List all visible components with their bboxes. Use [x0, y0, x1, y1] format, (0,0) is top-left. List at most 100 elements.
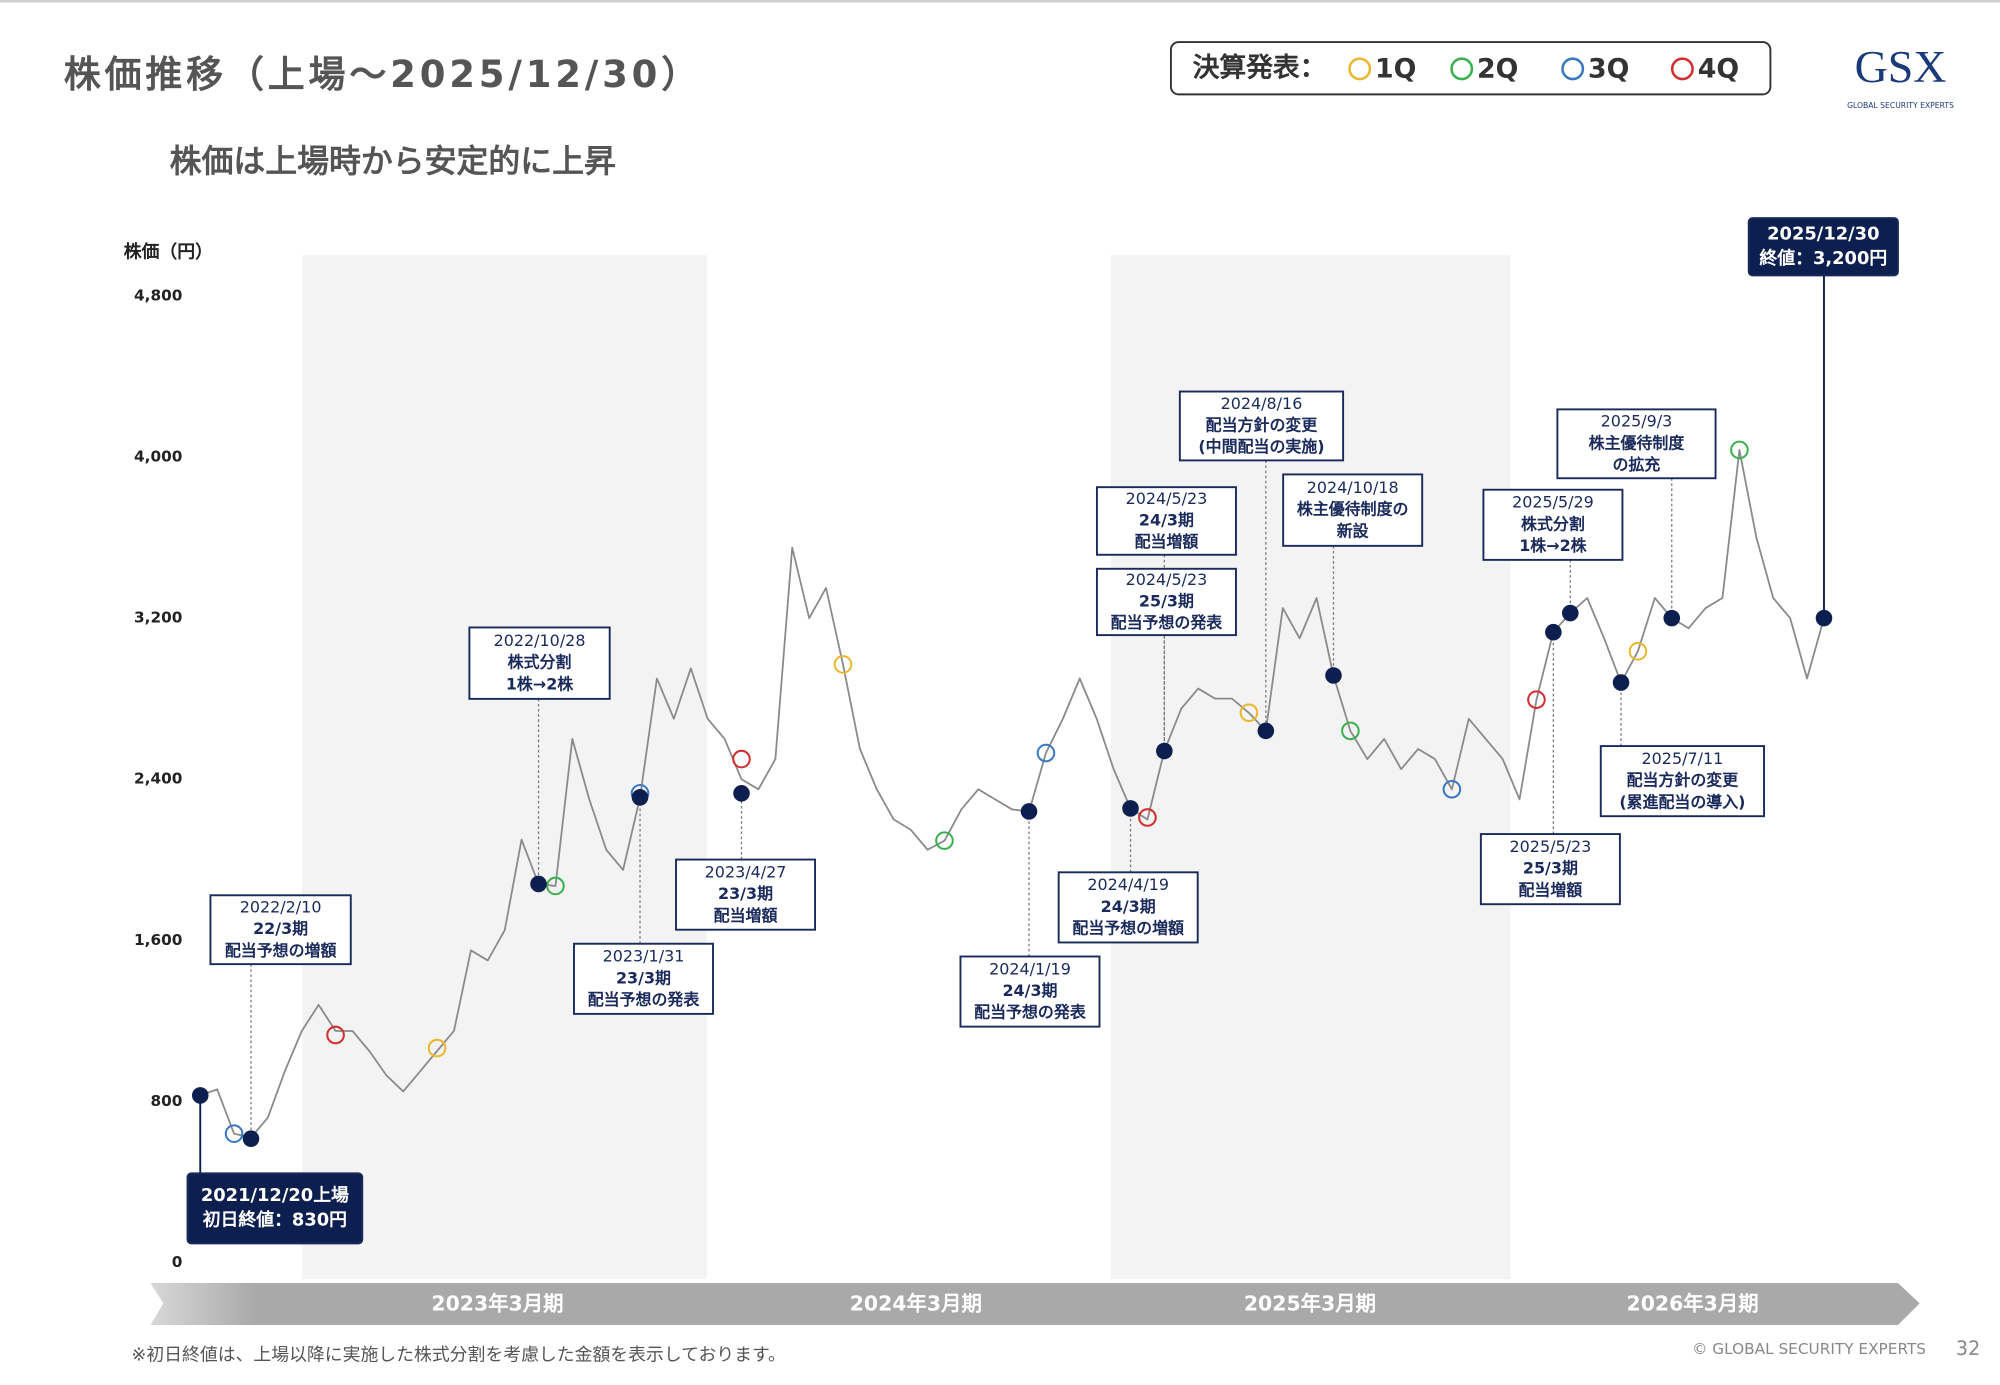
callout-text: 2024/10/18 — [1307, 478, 1399, 497]
legend-label: 3Q — [1588, 54, 1629, 85]
callout-text: 2024/8/16 — [1221, 394, 1303, 413]
earnings-marker — [224, 1124, 244, 1143]
callout-text: 配当方針の変更 — [1627, 771, 1740, 790]
callout-box — [209, 894, 352, 966]
y-tick-label: 4,000 — [134, 447, 182, 465]
callout-text: 配当予想の増額 — [1072, 919, 1184, 938]
legend-label: 4Q — [1698, 54, 1739, 85]
title: 株価推移（上場～2025/12/30） — [64, 53, 702, 96]
callout-box — [1482, 488, 1624, 561]
callout-text: 1株→2株 — [506, 674, 574, 693]
event-dot — [1612, 674, 1630, 691]
callout-text: 24/3期 — [1101, 897, 1156, 916]
callout-text: 初日終値：830円 — [203, 1208, 347, 1230]
callout-text: 株主優待制度の — [1297, 500, 1409, 519]
callout-text: 23/3期 — [616, 968, 671, 987]
callout-box — [1599, 745, 1765, 818]
earnings-marker — [1442, 779, 1462, 799]
event-dot — [1545, 623, 1562, 641]
earnings-marker — [1036, 743, 1056, 763]
callout-text: 配当増額 — [1135, 532, 1199, 551]
callout-text: 配当予想の発表 — [1111, 613, 1223, 632]
event-dot — [242, 1130, 260, 1148]
legend-marker — [1348, 57, 1372, 81]
logo-subtitle: GLOBAL SECURITY EXPERTS — [1847, 101, 1954, 110]
earnings-marker — [1628, 642, 1648, 661]
logo: GSX — [1855, 41, 1947, 92]
earnings-marker — [732, 749, 751, 769]
earnings-marker — [1138, 808, 1157, 827]
legend-marker — [1450, 57, 1474, 81]
callout-text: 2022/2/10 — [240, 898, 322, 917]
period-label: 2026年3月期 — [1627, 1292, 1759, 1316]
callout-text: 25/3期 — [1139, 591, 1194, 610]
callout-text: 配当予想の発表 — [974, 1003, 1086, 1022]
earnings-marker — [427, 1038, 447, 1058]
earnings-marker — [546, 876, 565, 896]
callout-box — [1479, 833, 1621, 906]
earnings-marker — [935, 831, 954, 850]
period-label: 2025年3月期 — [1244, 1292, 1376, 1316]
callout-text: 1株→2株 — [1519, 536, 1587, 555]
earnings-marker — [833, 655, 853, 674]
footnote: ※初日終値は、上場以降に実施した株式分割を考慮した金額を表示しております。 — [131, 1345, 786, 1366]
event-dot — [1561, 604, 1579, 622]
copyright: © GLOBAL SECURITY EXPERTS — [1692, 1340, 1926, 1358]
callout-box — [1095, 486, 1237, 556]
legend-label: 2Q — [1477, 54, 1518, 85]
y-tick-label: 3,200 — [134, 609, 182, 627]
period-label: 2023年3月期 — [431, 1292, 563, 1316]
callout-dark — [186, 1172, 364, 1245]
callout-text: 2025/5/29 — [1512, 493, 1594, 512]
event-dot — [191, 1087, 209, 1104]
callout-text: 配当増額 — [714, 906, 778, 925]
callout-text: (中間配当の実施) — [1198, 437, 1324, 456]
callout-box — [1095, 567, 1237, 637]
callout-text: 2024/1/19 — [989, 959, 1071, 978]
earnings-marker — [326, 1025, 345, 1045]
callout-text: 2022/10/28 — [494, 631, 586, 650]
callout-text: 24/3期 — [1002, 981, 1057, 1000]
callout-text: 23/3期 — [718, 884, 773, 903]
callout-text: 株主優待制度 — [1589, 433, 1685, 452]
y-tick-label: 1,600 — [134, 931, 182, 949]
event-dot — [1122, 800, 1139, 817]
period-band — [302, 255, 707, 1280]
page-number: 32 — [1956, 1337, 1980, 1360]
callout-box — [675, 858, 817, 931]
legend-marker — [1561, 57, 1585, 81]
event-dot — [631, 789, 649, 806]
event-dot — [1663, 609, 1681, 627]
callout-text: 2021/12/20上場 — [201, 1185, 349, 1206]
callout-text: 配当増額 — [1518, 880, 1582, 899]
callout-text: 2024/5/23 — [1126, 570, 1208, 589]
callout-text: 2024/4/19 — [1087, 875, 1169, 894]
callout-text: 株式分割 — [508, 653, 572, 672]
period-arrow — [150, 1282, 1920, 1326]
callout-text: 2024/5/23 — [1126, 489, 1208, 508]
callout-box — [573, 942, 714, 1015]
callout-text: 配当方針の変更 — [1206, 415, 1319, 434]
callout-text: 2025/9/3 — [1601, 412, 1673, 431]
callout-dark — [1747, 217, 1899, 277]
y-tick-label: 800 — [150, 1092, 182, 1110]
callout-box — [1556, 408, 1717, 480]
callout-box — [1178, 390, 1345, 462]
earnings-marker — [1527, 690, 1546, 709]
earnings-marker — [1239, 703, 1259, 723]
event-dot — [1815, 609, 1833, 627]
earnings-marker — [1730, 440, 1749, 460]
callout-text: 2025/7/11 — [1642, 749, 1724, 768]
earnings-marker — [1341, 721, 1360, 741]
y-axis-label: 株価（円） — [124, 241, 213, 263]
callout-text: の拡充 — [1613, 455, 1661, 474]
y-tick-label: 0 — [172, 1253, 183, 1271]
callout-text: 25/3期 — [1523, 859, 1578, 878]
callout-text: 新設 — [1337, 521, 1370, 540]
legend-title: 決算発表： — [1193, 51, 1327, 83]
subtitle: 株価は上場時から安定的に上昇 — [170, 142, 616, 180]
event-dot — [1257, 722, 1275, 740]
callout-text: (累進配当の導入) — [1619, 792, 1745, 811]
callout-text: 2025/12/30 — [1767, 224, 1879, 245]
